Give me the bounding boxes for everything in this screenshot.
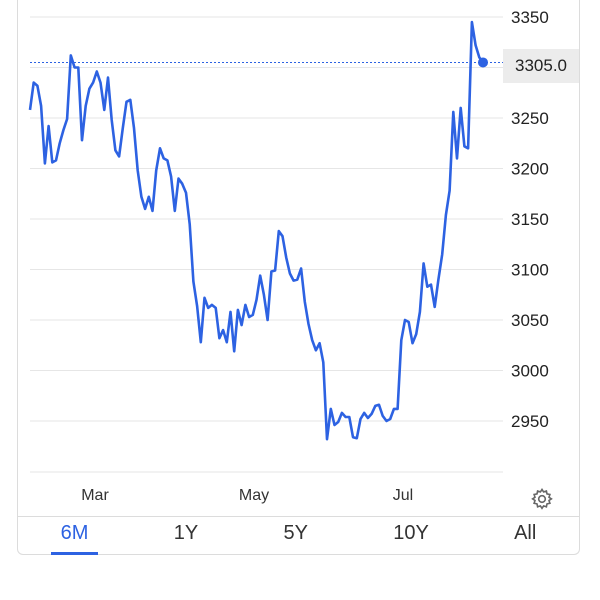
tab-1y[interactable]: 1Y: [173, 522, 199, 544]
y-tick-label: 3200: [511, 160, 549, 179]
x-tick-label: Mar: [81, 487, 109, 504]
y-tick-label: 3000: [511, 362, 549, 381]
y-tick-label: 3100: [511, 261, 549, 280]
y-tick-label: 3350: [511, 8, 549, 27]
current-price-label: 3305.0: [503, 49, 579, 83]
chart-frame: [17, 0, 580, 555]
tab-10y[interactable]: 10Y: [393, 522, 429, 544]
grid-lines: [30, 16, 503, 473]
y-tick-label: 3150: [511, 210, 549, 229]
tab-all[interactable]: All: [514, 522, 537, 544]
y-tick-label: 3250: [511, 109, 549, 128]
price-chart: 2950 3000 3050 3100 3150 3200 3250 3350 Mar May J…: [28, 8, 549, 504]
range-tabs: 6M 1Y 5Y 10Y All: [18, 516, 579, 555]
y-axis-ticks: 2950 3000 3050 3100 3150 3200 3250 3350: [511, 8, 549, 431]
tab-5y[interactable]: 5Y: [283, 522, 308, 544]
tab-6m[interactable]: 6M: [49, 516, 101, 555]
x-tick-label: Jul: [393, 487, 413, 504]
y-tick-label: 3050: [511, 311, 549, 330]
current-price-dot: [478, 57, 488, 68]
x-axis-ticks: Mar May Jul: [81, 487, 413, 504]
x-tick-label: May: [239, 487, 269, 504]
gear-icon[interactable]: [530, 487, 554, 511]
series-line: [28, 20, 485, 441]
y-tick-label: 2950: [511, 412, 549, 431]
